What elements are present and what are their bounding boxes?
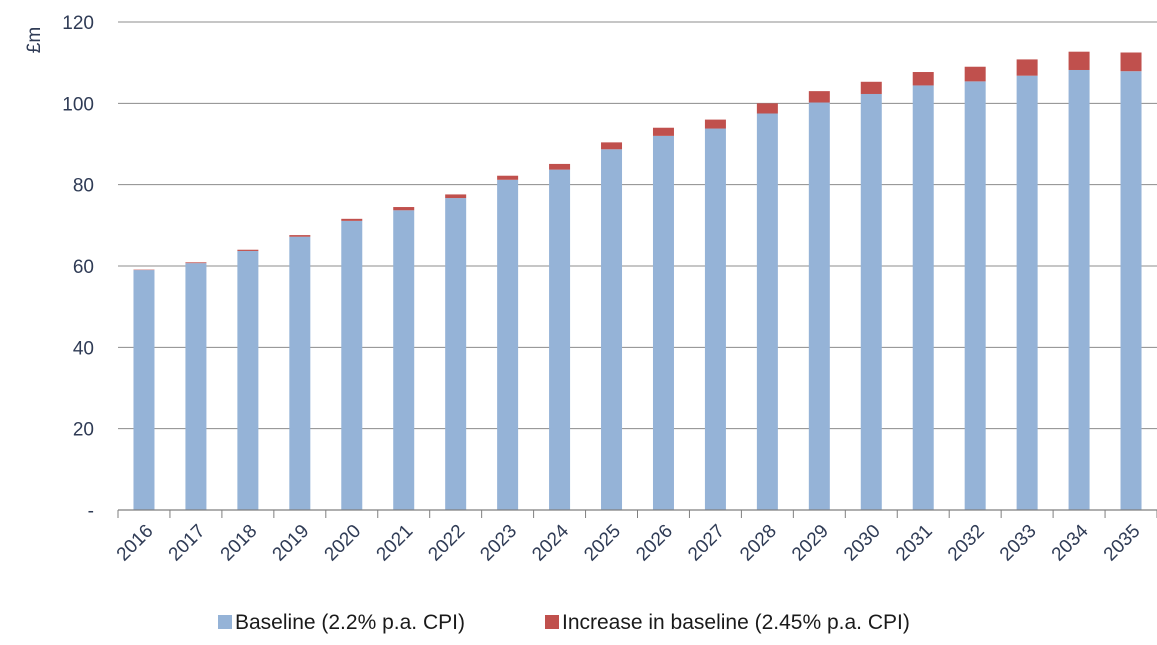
y-tick-label: - [88, 501, 94, 522]
y-tick-label: 60 [73, 257, 94, 278]
bar-baseline-2030 [860, 93, 882, 510]
x-tick-label: 2029 [788, 521, 833, 566]
bar-baseline-2028 [756, 113, 778, 510]
bar-increase-2033 [1016, 59, 1038, 76]
bar-increase-2025 [601, 142, 623, 150]
bar-increase-2027 [704, 119, 726, 129]
bar-increase-2023 [497, 175, 519, 180]
bar-increase-2032 [964, 66, 986, 82]
bar-baseline-2027 [704, 128, 726, 510]
legend-swatch [545, 615, 559, 629]
y-axis-title: £m [24, 27, 45, 53]
bar-baseline-2035 [1120, 71, 1142, 510]
y-tick-label: 80 [73, 176, 94, 197]
x-tick-label: 2031 [892, 521, 937, 566]
bar-increase-2020 [341, 218, 363, 221]
x-tick-label: 2033 [996, 521, 1041, 566]
x-tick-label: 2030 [840, 521, 885, 566]
x-tick-label: 2027 [684, 521, 729, 566]
bar-baseline-2029 [808, 102, 830, 511]
x-tick-label: 2021 [373, 521, 418, 566]
bar-baseline-2018 [237, 250, 259, 510]
bar-baseline-2024 [549, 169, 571, 510]
y-axis-ticks: - 20 40 60 80 100 120 [62, 13, 94, 522]
bar-baseline-2033 [1016, 75, 1038, 511]
bar-baseline-2016 [133, 270, 155, 510]
bar-baseline-2017 [185, 263, 207, 510]
x-tick-label: 2032 [944, 521, 989, 566]
bar-increase-2021 [393, 207, 415, 211]
bar-baseline-2032 [964, 81, 986, 510]
bar-baseline-2031 [912, 85, 934, 510]
bar-increase-2035 [1120, 52, 1142, 72]
bar-increase-2022 [445, 194, 467, 199]
x-tick-label: 2017 [165, 521, 210, 566]
y-tick-label: 120 [62, 13, 94, 34]
x-tick-label: 2028 [736, 521, 781, 566]
bar-increase-2017 [185, 262, 207, 264]
x-tick-label: 2018 [217, 521, 262, 566]
legend-swatch [218, 615, 232, 629]
x-tick-label: 2035 [1100, 521, 1145, 566]
bar-increase-2026 [652, 127, 674, 136]
gridlines [118, 21, 1157, 430]
bar-baseline-2021 [393, 210, 415, 510]
x-tick-label: 2019 [269, 521, 314, 566]
y-tick-label: 20 [73, 420, 94, 441]
x-tick-label: 2026 [632, 521, 677, 566]
x-tick-label: 2025 [580, 521, 625, 566]
y-tick-label: 100 [62, 94, 94, 115]
x-tick-label: 2020 [321, 521, 366, 566]
legend-label: Baseline (2.2% p.a. CPI) [235, 611, 465, 634]
bar-increase-2018 [237, 249, 259, 251]
bar-increase-2034 [1068, 51, 1090, 70]
legend: Baseline (2.2% p.a. CPI) Increase in base… [218, 611, 910, 634]
bar-baseline-2034 [1068, 69, 1090, 510]
legend-label: Increase in baseline (2.45% p.a. CPI) [562, 611, 910, 634]
bar-increase-2029 [808, 91, 830, 103]
bar-baseline-2023 [497, 179, 519, 510]
bar-increase-2028 [756, 103, 778, 114]
x-tick-label: 2016 [113, 521, 158, 566]
bars [133, 51, 1142, 511]
y-tick-label: 40 [73, 338, 94, 359]
bar-increase-2024 [549, 163, 571, 170]
x-tick-label: 2034 [1048, 520, 1093, 565]
bar-baseline-2022 [445, 198, 467, 510]
bar-baseline-2020 [341, 220, 363, 511]
bar-increase-2031 [912, 72, 934, 86]
bar-baseline-2026 [652, 135, 674, 510]
x-tick-label: 2023 [476, 521, 521, 566]
x-tick-label: 2022 [424, 521, 469, 566]
bar-baseline-2025 [601, 149, 623, 510]
bar-baseline-2019 [289, 236, 311, 510]
bar-increase-2030 [860, 81, 882, 94]
x-tick-label: 2024 [528, 520, 573, 565]
x-axis: 2016 2017 2018 2019 2020 2021 2022 2023 2024 2025… [113, 509, 1157, 566]
bar-increase-2019 [289, 235, 311, 237]
